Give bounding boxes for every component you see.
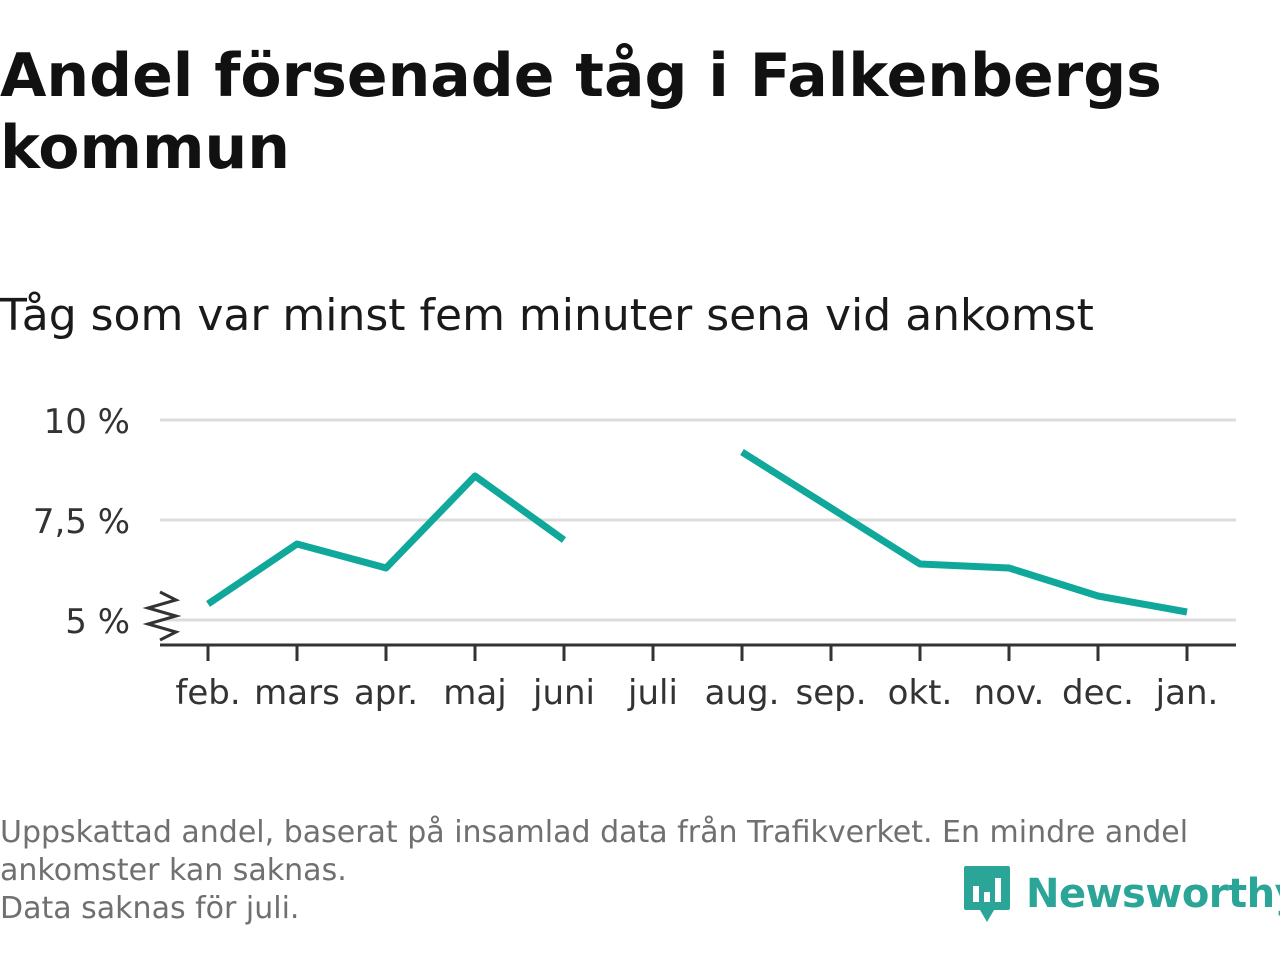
footnote-line: Data saknas för juli.	[0, 891, 300, 926]
brand-name: Newsworthy	[1026, 871, 1280, 917]
newsworthy-logo-icon	[964, 866, 1010, 922]
x-tick-label: apr.	[354, 673, 418, 713]
x-tick-label: nov.	[974, 673, 1045, 713]
x-tick-label: okt.	[888, 673, 953, 713]
footnote-line: ankomster kan saknas.	[0, 853, 347, 888]
brand-logo: Newsworthy	[962, 862, 1280, 926]
x-tick-label: mars	[254, 673, 340, 713]
y-tick-label: 5 %	[65, 602, 130, 642]
x-tick-label: juni	[532, 673, 595, 713]
footnote-line: Uppskattad andel, baserat på insamlad da…	[0, 815, 1189, 850]
x-tick-label: feb.	[175, 673, 240, 713]
chart-subtitle: Tåg som var minst fem minuter sena vid a…	[0, 290, 1094, 341]
x-tick-label: sep.	[795, 673, 866, 713]
y-axis-ticks: 5 % 7,5 % 10 %	[33, 402, 182, 642]
grid-lines	[160, 418, 1236, 622]
y-tick-label: 7,5 %	[33, 502, 130, 542]
x-axis-ticks: feb. mars apr. maj juni juli aug. sep. okt. nov. d…	[175, 645, 1218, 713]
x-tick-label: juli	[627, 673, 678, 713]
axis-break-icon	[142, 590, 182, 642]
chart-title: Andel försenade tåg i Falkenbergs kommun	[0, 41, 1162, 183]
y-tick-label: 10 %	[44, 402, 130, 442]
x-tick-label: maj	[443, 673, 506, 713]
series-line	[740, 449, 1188, 616]
x-tick-label: jan.	[1155, 673, 1219, 713]
x-tick-label: aug.	[705, 673, 780, 713]
series-line	[206, 472, 567, 607]
chart-footnote: Uppskattad andel, baserat på insamlad da…	[0, 814, 1270, 928]
line-chart: 5 % 7,5 % 10 % feb. mars apr. maj juni juli aug.…	[33, 402, 1236, 713]
x-tick-label: dec.	[1062, 673, 1134, 713]
series-lines	[206, 449, 1188, 616]
